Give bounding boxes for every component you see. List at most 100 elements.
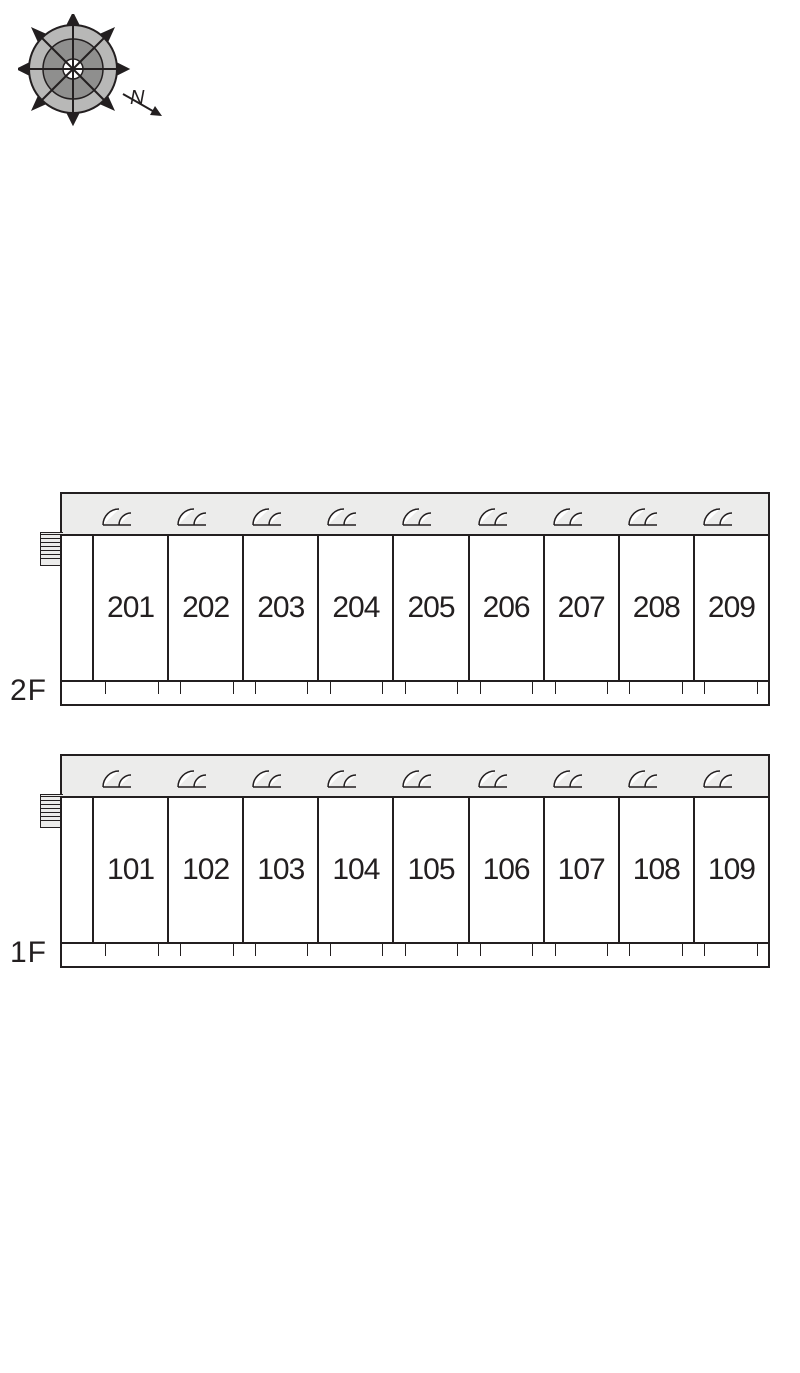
balcony-tick	[255, 944, 256, 956]
balcony-tick	[480, 682, 481, 694]
unit-cell: 207	[545, 536, 620, 680]
unit-cell: 109	[695, 798, 768, 942]
balcony-cell	[693, 682, 768, 704]
balcony-tick	[457, 944, 458, 956]
balcony-tick	[233, 944, 234, 956]
units-row: 101 102 103 104 105 106 107 108 109	[60, 796, 770, 944]
balcony-tick	[307, 682, 308, 694]
unit-number: 209	[708, 591, 755, 625]
unit-cell: 201	[94, 536, 169, 680]
balcony-tick	[457, 682, 458, 694]
unit-number: 104	[332, 853, 379, 887]
balcony-tick	[532, 682, 533, 694]
unit-cell: 101	[94, 798, 169, 942]
floor-block-f1: 1F101102103104105106107108109	[60, 754, 770, 968]
balcony-tick	[105, 682, 106, 694]
unit-number: 103	[257, 853, 304, 887]
balcony-tick	[307, 944, 308, 956]
door-icon	[102, 762, 136, 780]
balcony-strip	[60, 682, 770, 706]
balcony-tick	[382, 944, 383, 956]
balcony-tick	[158, 944, 159, 956]
balcony-tick	[704, 682, 705, 694]
balcony-cell	[319, 944, 394, 966]
balcony-tick	[105, 944, 106, 956]
unit-number: 208	[633, 591, 680, 625]
balcony-cell	[394, 944, 469, 966]
unit-cell: 202	[169, 536, 244, 680]
row-left-spacer	[62, 536, 94, 680]
balcony-tick	[757, 944, 758, 956]
balcony-cell	[244, 682, 319, 704]
floor-block-f2: 2F201202203204205206207208209	[60, 492, 770, 706]
door-icon	[177, 762, 211, 780]
unit-number: 106	[483, 853, 530, 887]
door-icon	[553, 762, 587, 780]
balcony-cell	[94, 944, 169, 966]
unit-cell: 105	[394, 798, 469, 942]
balcony-cell	[394, 682, 469, 704]
compass-rose: N	[18, 14, 168, 149]
balcony-tick	[555, 682, 556, 694]
unit-number: 204	[332, 591, 379, 625]
balcony-tick	[330, 944, 331, 956]
balcony-cell	[543, 944, 618, 966]
door-icon	[327, 500, 361, 518]
unit-number: 105	[407, 853, 454, 887]
unit-cell: 209	[695, 536, 768, 680]
door-icon	[478, 762, 512, 780]
balcony-tick	[180, 682, 181, 694]
unit-number: 201	[107, 591, 154, 625]
row-left-spacer	[62, 798, 94, 942]
unit-cell: 203	[244, 536, 319, 680]
balcony-tick	[607, 682, 608, 694]
units-row: 201 202 203 204 205 206 207 208 209	[60, 534, 770, 682]
balcony-tick	[158, 682, 159, 694]
balcony-tick	[405, 682, 406, 694]
balcony-tick	[629, 682, 630, 694]
door-icon	[703, 762, 737, 780]
door-icon	[177, 500, 211, 518]
unit-cell: 107	[545, 798, 620, 942]
balcony-cell	[618, 682, 693, 704]
balcony-tick	[682, 944, 683, 956]
unit-number: 203	[257, 591, 304, 625]
door-icon	[252, 500, 286, 518]
unit-cell: 106	[470, 798, 545, 942]
unit-number: 102	[182, 853, 229, 887]
door-icon	[703, 500, 737, 518]
door-icon	[478, 500, 512, 518]
balcony-tick	[757, 682, 758, 694]
unit-number: 206	[483, 591, 530, 625]
balcony-cell	[94, 682, 169, 704]
balcony-tick	[382, 682, 383, 694]
balcony-cell	[468, 682, 543, 704]
balcony-tick	[330, 682, 331, 694]
unit-number: 108	[633, 853, 680, 887]
balcony-cell	[319, 682, 394, 704]
floor-plan-page: N 2F2012022032042052062072082091F1011021…	[0, 0, 800, 1373]
balcony-tick	[555, 944, 556, 956]
unit-cell: 104	[319, 798, 394, 942]
unit-cell: 108	[620, 798, 695, 942]
balcony-left-spacer	[62, 682, 94, 704]
balcony-cell	[244, 944, 319, 966]
unit-number: 205	[407, 591, 454, 625]
balcony-cell	[543, 682, 618, 704]
balcony-tick	[233, 682, 234, 694]
balcony-cell	[468, 944, 543, 966]
balcony-tick	[704, 944, 705, 956]
balcony-tick	[532, 944, 533, 956]
unit-number: 109	[708, 853, 755, 887]
unit-number: 107	[558, 853, 605, 887]
unit-cell: 102	[169, 798, 244, 942]
balcony-cell	[618, 944, 693, 966]
door-icon	[553, 500, 587, 518]
balcony-tick	[405, 944, 406, 956]
balcony-cell	[693, 944, 768, 966]
unit-cell: 103	[244, 798, 319, 942]
unit-cell: 206	[470, 536, 545, 680]
door-icon	[628, 500, 662, 518]
door-icon	[327, 762, 361, 780]
door-icon	[402, 762, 436, 780]
